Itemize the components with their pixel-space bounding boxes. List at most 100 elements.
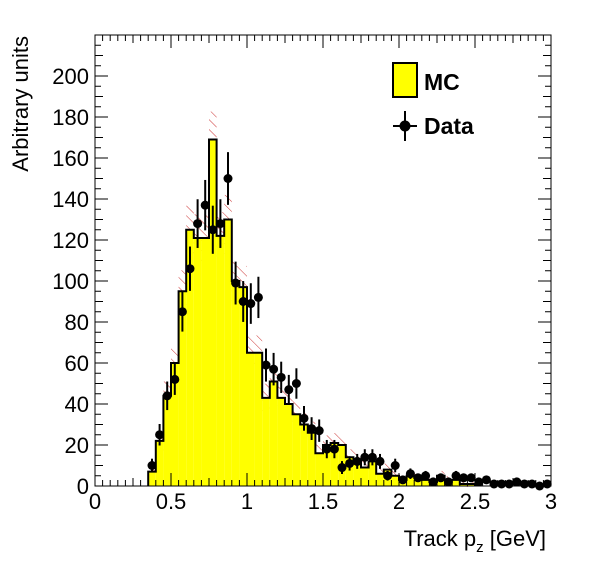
x-tick-label: 2.5 [460, 489, 491, 514]
data-point [481, 475, 491, 485]
x-tick-label: 3 [545, 489, 557, 514]
x-tick-label: 2 [393, 489, 405, 514]
data-point [345, 458, 355, 468]
mc-bar [406, 475, 415, 486]
x-tick-label: 1.5 [308, 489, 339, 514]
y-tick-label: 140 [52, 187, 89, 212]
data-point [170, 374, 180, 384]
data-point [542, 479, 552, 489]
data-point [238, 297, 248, 306]
data-point [451, 471, 461, 481]
x-axis-title-main: Track p [404, 526, 477, 551]
data-point [253, 292, 263, 302]
mc-bar [171, 363, 179, 486]
data-point [466, 473, 476, 483]
data-point [375, 456, 385, 466]
data-point [459, 473, 469, 483]
mc-bar [254, 352, 263, 486]
data-point [231, 278, 241, 288]
data-point [162, 391, 172, 401]
y-tick-labels: 0 20 40 60 80 100 120 140 160 180 200 [52, 64, 89, 499]
mc-bar [330, 442, 339, 486]
data-point [360, 452, 370, 462]
mc-bar [452, 479, 460, 486]
data-point [307, 424, 317, 434]
mc-bar [247, 352, 255, 486]
mc-bar [353, 459, 361, 486]
mc-bar [163, 395, 171, 486]
mc-bar [224, 219, 232, 486]
data-point [527, 479, 537, 489]
y-tick-label: 20 [65, 433, 89, 458]
legend-data-label: Data [424, 113, 474, 139]
y-axis-title: Arbitrary units [8, 36, 33, 172]
data-point [443, 477, 453, 487]
y-tick-label: 200 [52, 64, 89, 89]
data-point [352, 456, 362, 466]
x-tick-label: 0 [89, 489, 101, 514]
data-point [428, 477, 438, 487]
mc-histogram [147, 138, 476, 487]
mc-bar [467, 483, 475, 486]
data-point [276, 372, 286, 382]
mc-bar [421, 479, 430, 486]
legend-mc-label: MC [424, 69, 460, 95]
mc-bar [262, 397, 270, 486]
mc-bar [231, 281, 240, 486]
mc-bar [315, 453, 323, 486]
data-point [223, 174, 233, 183]
mc-bar [368, 461, 377, 486]
mc-bar [155, 440, 164, 486]
mc-bar [300, 424, 308, 486]
data-point [291, 379, 301, 388]
data-point [299, 413, 309, 423]
mc-bar [216, 235, 225, 486]
x-tick-labels: 0 0.5 1 1.5 2 2.5 3 [89, 489, 557, 514]
mc-bar [269, 381, 278, 486]
data-point [200, 200, 210, 210]
y-tick-label: 160 [52, 146, 89, 171]
x-axis-title: Track pz [GeV] [404, 526, 546, 556]
x-axis-title-unit: [GeV] [484, 526, 546, 551]
data-point [185, 264, 195, 274]
data-point [436, 473, 446, 483]
data-point [322, 444, 332, 454]
data-point [337, 463, 347, 473]
mc-bar [391, 475, 399, 486]
mc-bar [292, 414, 301, 486]
mc-bar [239, 287, 247, 486]
data-points [147, 152, 552, 491]
data-point [147, 461, 157, 470]
mc-bar [285, 404, 293, 486]
mc-bar [148, 471, 156, 486]
mc-bar [277, 397, 285, 486]
mc-bar [345, 457, 354, 486]
data-point [193, 219, 203, 229]
x-tick-label: 0.5 [156, 489, 187, 514]
mc-bar [459, 483, 468, 486]
mc-bar [193, 237, 202, 486]
data-point [261, 360, 271, 370]
data-point [398, 475, 408, 485]
data-point [474, 477, 484, 487]
y-tick-label: 0 [77, 474, 89, 499]
x-tick-label: 1 [241, 489, 253, 514]
data-point [390, 461, 400, 470]
data-point [284, 385, 294, 395]
data-point [383, 471, 393, 481]
axis-ticks [94, 34, 552, 487]
mc-bar [201, 237, 209, 486]
x-axis-title-subscript: z [476, 539, 484, 556]
data-point [512, 477, 522, 487]
mc-bar [361, 467, 369, 486]
data-point [367, 452, 377, 462]
y-tick-label: 100 [52, 269, 89, 294]
data-point [504, 479, 514, 489]
data-point [413, 473, 423, 483]
mc-bar [323, 445, 331, 486]
legend: MC Data [392, 62, 474, 141]
y-tick-label: 80 [65, 310, 89, 335]
legend-data-marker [399, 120, 411, 132]
y-tick-label: 40 [65, 392, 89, 417]
